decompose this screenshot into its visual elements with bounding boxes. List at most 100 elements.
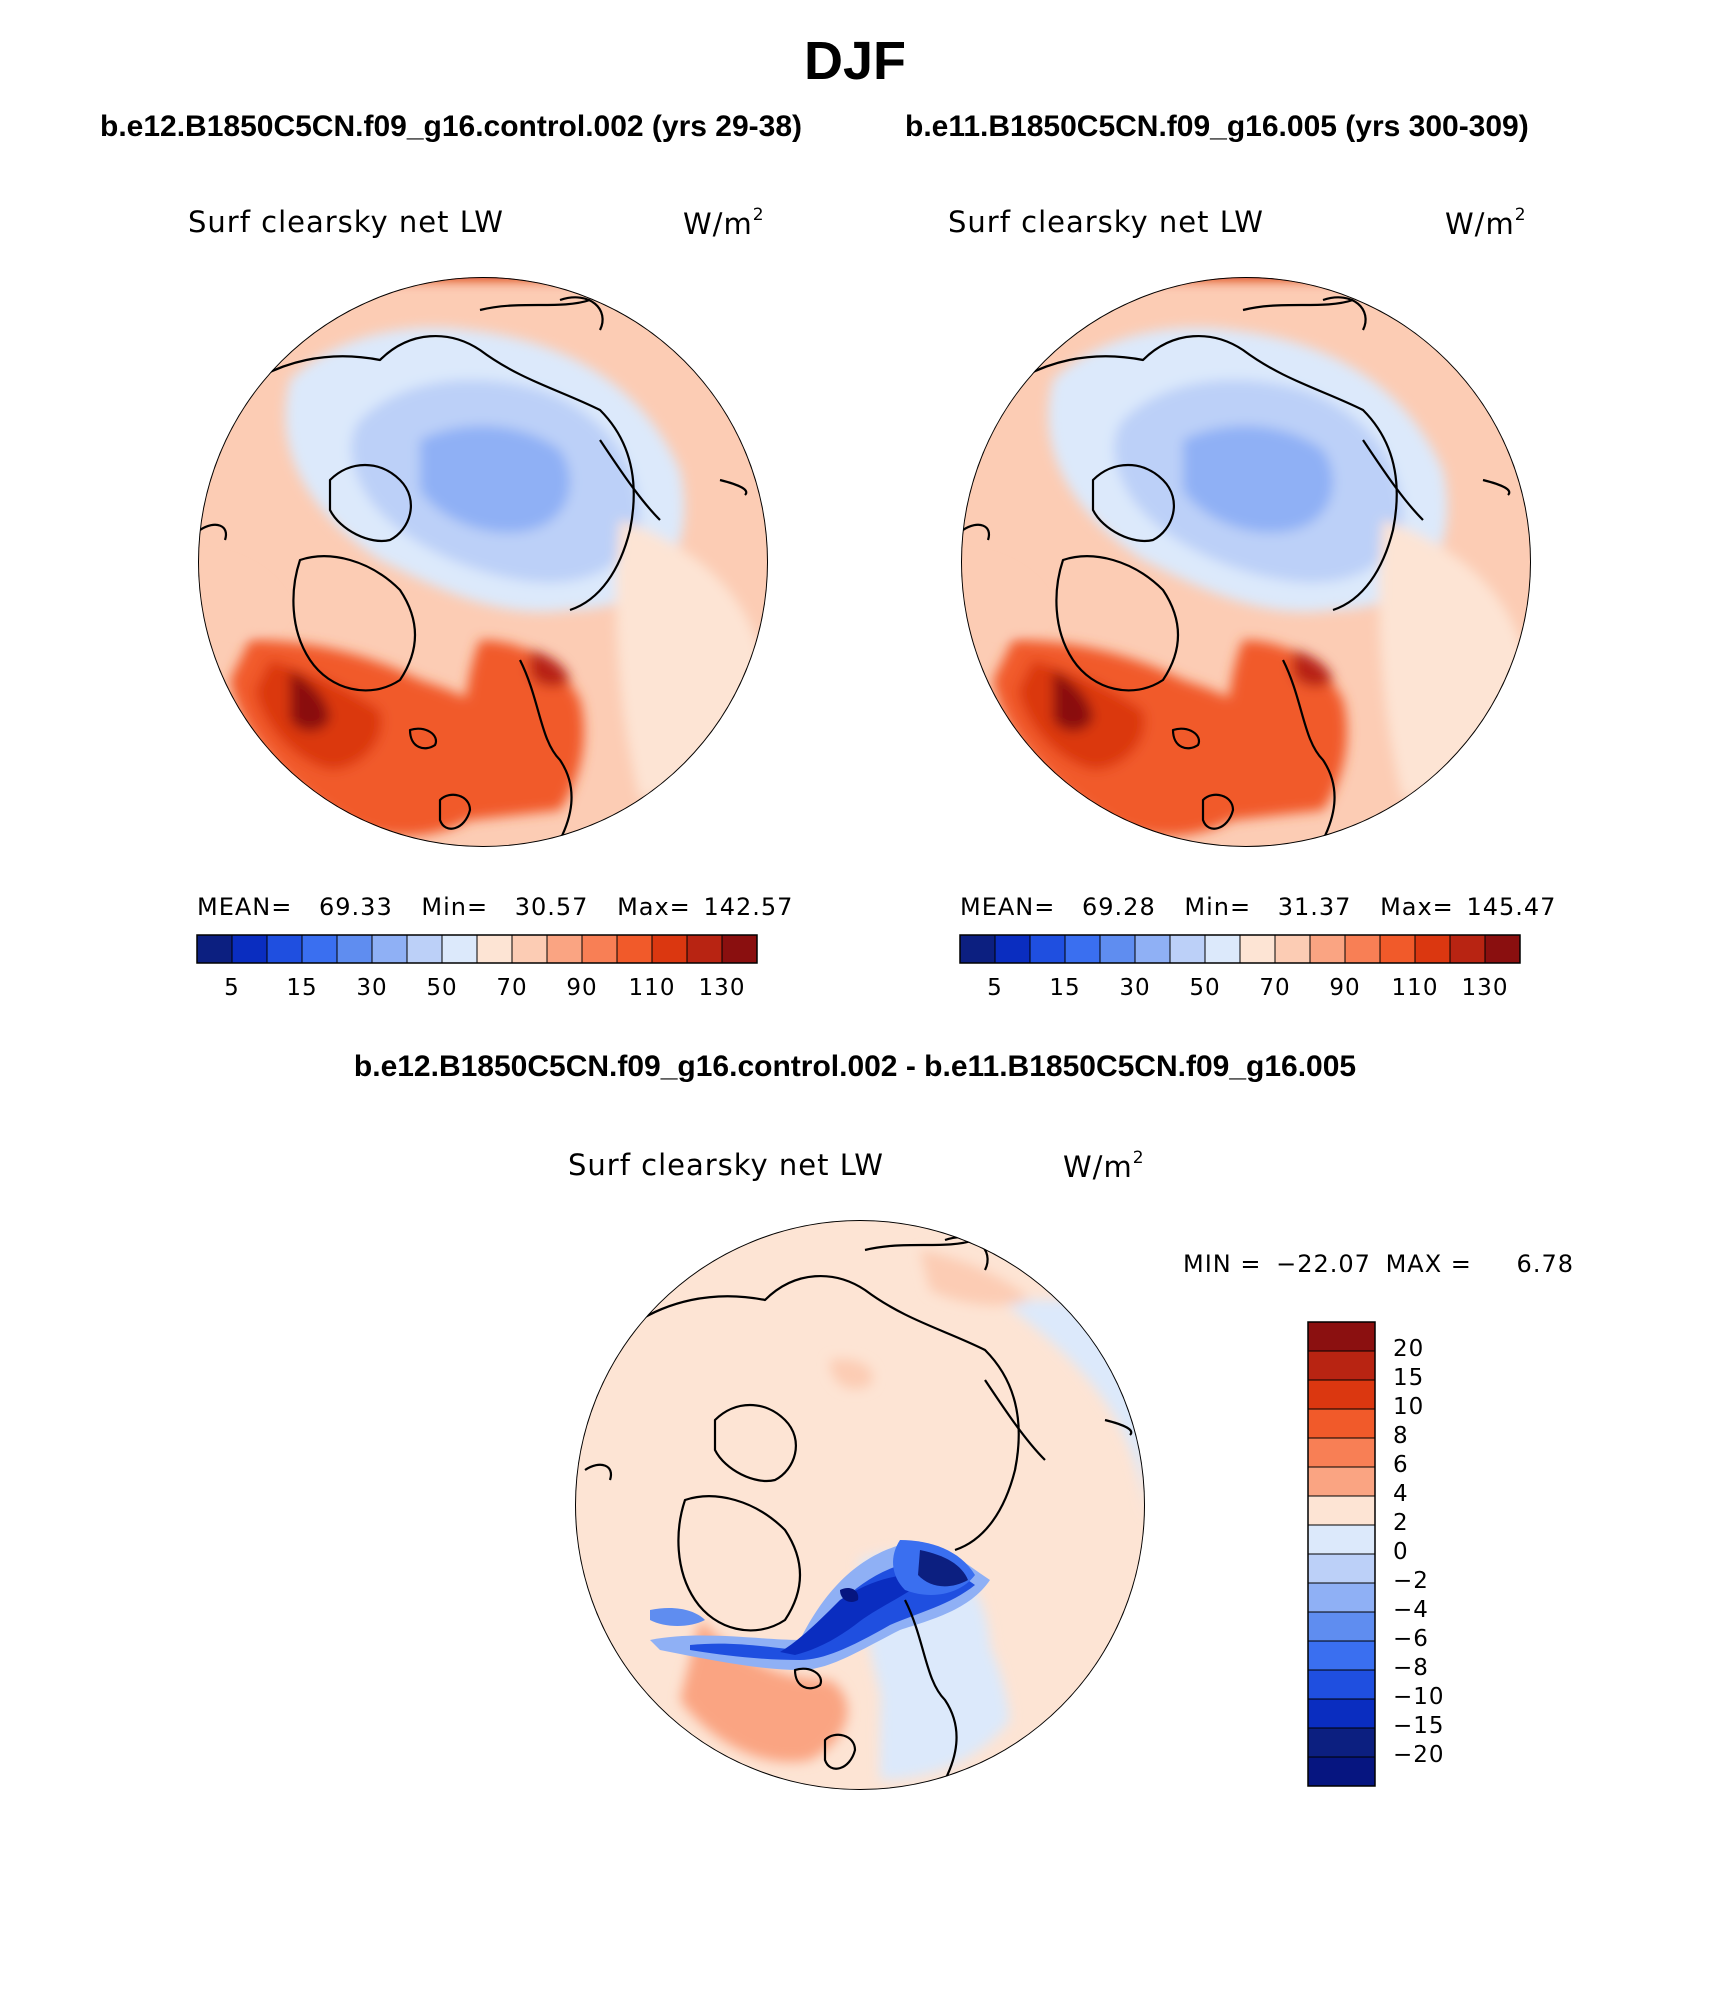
left-colorbar-swatch (546, 934, 583, 964)
left-mean-label: MEAN= (197, 893, 293, 921)
left-colorbar-swatch (196, 934, 233, 964)
left-polar-map (198, 277, 768, 847)
diff-min-value: −22.07 (1276, 1250, 1371, 1278)
right-colorbar-tick-label: 15 (1049, 975, 1081, 1001)
left-colorbar-swatch (266, 934, 303, 964)
right-colorbar-swatch (1484, 934, 1521, 964)
left-colorbar-swatch (476, 934, 513, 964)
difference-colorbar-swatch (1307, 1582, 1376, 1613)
difference-colorbar-swatch (1307, 1321, 1376, 1352)
right-colorbar-swatch (1099, 934, 1136, 964)
left-units-label: W/m2 (683, 205, 765, 241)
right-colorbar-swatch (1379, 934, 1416, 964)
right-colorbar-swatch (959, 934, 996, 964)
difference-colorbar-tick-label: −8 (1393, 1655, 1429, 1681)
right-colorbar-swatch (1274, 934, 1311, 964)
left-min-label: Min= (421, 893, 489, 921)
diff-variable-label: Surf clearsky net LW (568, 1148, 884, 1182)
difference-colorbar-tick-label: 6 (1393, 1452, 1409, 1478)
difference-colorbar-swatch (1307, 1698, 1376, 1729)
right-min-value: 31.37 (1277, 893, 1352, 921)
difference-colorbar-swatch (1307, 1495, 1376, 1526)
difference-colorbar-swatch (1307, 1611, 1376, 1642)
right-polar-map (961, 277, 1531, 847)
right-colorbar-tick-label: 70 (1259, 975, 1291, 1001)
difference-colorbar-tick-label: 2 (1393, 1510, 1409, 1536)
difference-colorbar-frame (1307, 1321, 1376, 1787)
left-stats: MEAN= 69.33 Min= 30.57 Max= 142.57 (197, 893, 793, 921)
left-colorbar-swatch (336, 934, 373, 964)
right-colorbar-swatch (1344, 934, 1381, 964)
diff-units-label: W/m2 (1063, 1148, 1145, 1184)
right-case-title: b.e11.B1850C5CN.f09_g16.005 (yrs 300-309… (905, 110, 1529, 143)
right-colorbar-tick-label: 90 (1329, 975, 1361, 1001)
difference-colorbar-tick-label: −2 (1393, 1568, 1429, 1594)
left-colorbar-tick-label: 90 (566, 975, 598, 1001)
right-colorbar (959, 934, 1521, 964)
difference-colorbar-tick-label: 20 (1393, 1336, 1425, 1362)
difference-colorbar-tick-label: −4 (1393, 1597, 1429, 1623)
left-min-value: 30.57 (514, 893, 589, 921)
left-colorbar-tick-label: 5 (224, 975, 240, 1001)
diff-max-label: MAX = (1385, 1250, 1472, 1278)
difference-colorbar-swatch (1307, 1524, 1376, 1555)
left-colorbar-swatch (616, 934, 653, 964)
left-max-value: 142.57 (703, 893, 794, 921)
left-colorbar-tick-label: 110 (628, 975, 676, 1001)
right-min-label: Min= (1184, 893, 1252, 921)
left-colorbar-swatch (651, 934, 688, 964)
difference-colorbar-swatch (1307, 1640, 1376, 1671)
difference-polar-map (575, 1220, 1145, 1790)
difference-colorbar-swatch (1307, 1437, 1376, 1468)
right-colorbar-tick-label: 5 (987, 975, 1003, 1001)
right-units-label: W/m2 (1445, 205, 1527, 241)
right-variable-label: Surf clearsky net LW (948, 205, 1264, 239)
difference-colorbar-swatch (1307, 1408, 1376, 1439)
right-colorbar-swatch (1204, 934, 1241, 964)
left-mean-value: 69.33 (319, 893, 393, 921)
difference-colorbar-tick-label: −20 (1393, 1742, 1445, 1768)
diff-stats: MIN = −22.07 MAX = 6.78 (1183, 1250, 1574, 1278)
right-colorbar-swatch (1309, 934, 1346, 964)
right-colorbar-tick-label: 110 (1391, 975, 1439, 1001)
left-case-title: b.e12.B1850C5CN.f09_g16.control.002 (yrs… (100, 110, 803, 143)
difference-colorbar-tick-label: 10 (1393, 1394, 1425, 1420)
difference-title: b.e12.B1850C5CN.f09_g16.control.002 - b.… (353, 1050, 1357, 1083)
difference-colorbar (1307, 1321, 1376, 1787)
difference-colorbar-tick-label: 0 (1393, 1539, 1409, 1565)
right-colorbar-tick-label: 30 (1119, 975, 1151, 1001)
right-colorbar-swatch (1064, 934, 1101, 964)
left-colorbar-tick-label: 15 (286, 975, 318, 1001)
left-max-label: Max= (617, 893, 691, 921)
right-max-label: Max= (1380, 893, 1454, 921)
left-colorbar-frame (196, 934, 758, 964)
left-colorbar-swatch (441, 934, 478, 964)
right-colorbar-frame (959, 934, 1521, 964)
difference-colorbar-tick-label: −6 (1393, 1626, 1429, 1652)
left-colorbar-swatch (686, 934, 723, 964)
right-colorbar-swatch (1134, 934, 1171, 964)
difference-colorbar-swatch (1307, 1669, 1376, 1700)
right-colorbar-swatch (1449, 934, 1486, 964)
right-mean-label: MEAN= (960, 893, 1056, 921)
left-colorbar-swatch (231, 934, 268, 964)
difference-colorbar-swatch (1307, 1350, 1376, 1381)
difference-colorbar-swatch (1307, 1756, 1376, 1787)
left-variable-label: Surf clearsky net LW (188, 205, 504, 239)
right-mean-value: 69.28 (1082, 893, 1156, 921)
right-colorbar-swatch (1239, 934, 1276, 964)
right-colorbar-swatch (1169, 934, 1206, 964)
difference-colorbar-swatch (1307, 1553, 1376, 1584)
left-colorbar-swatch (371, 934, 408, 964)
right-stats: MEAN= 69.28 Min= 31.37 Max= 145.47 (960, 893, 1556, 921)
right-colorbar-swatch (1029, 934, 1066, 964)
right-colorbar-tick-label: 130 (1461, 975, 1509, 1001)
left-colorbar-tick-label: 30 (356, 975, 388, 1001)
left-colorbar (196, 934, 758, 964)
diff-min-label: MIN = (1183, 1250, 1262, 1278)
season-title: DJF (803, 31, 906, 91)
left-colorbar-tick-label: 130 (698, 975, 746, 1001)
left-colorbar-swatch (301, 934, 338, 964)
difference-colorbar-tick-label: 4 (1393, 1481, 1409, 1507)
